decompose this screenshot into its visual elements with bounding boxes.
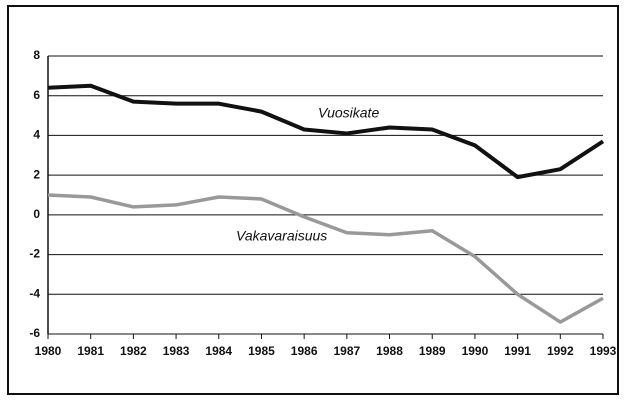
x-tick-label: 1988 — [376, 344, 403, 358]
series-line — [47, 83, 605, 180]
x-tick-label: 1990 — [462, 344, 489, 358]
y-tick-label: -4 — [29, 286, 40, 300]
x-tick-label: 1981 — [77, 344, 104, 358]
x-tick-label: 1984 — [205, 344, 232, 358]
x-tick-label: 1986 — [291, 344, 318, 358]
series-label: Vakavaraisuus — [236, 228, 327, 244]
frame — [7, 5, 619, 395]
x-tick-label: 1980 — [35, 344, 62, 358]
x-tick-label: 1991 — [504, 344, 531, 358]
x-tick-label: 1993 — [590, 344, 617, 358]
x-tick-label: 1982 — [120, 344, 147, 358]
y-tick-label: 4 — [33, 128, 40, 142]
x-tick-label: 1983 — [163, 344, 190, 358]
y-tick-label: 2 — [33, 167, 40, 181]
y-tick-label: 0 — [33, 207, 40, 221]
x-tick-label: 1992 — [547, 344, 574, 358]
x-tick-label: 1987 — [333, 344, 360, 358]
y-tick-label: 8 — [33, 48, 40, 62]
y-tick-label: 6 — [33, 88, 40, 102]
x-tick-label: 1989 — [419, 344, 446, 358]
y-tick-label: -6 — [29, 326, 40, 340]
series-label: Vuosikate — [318, 105, 379, 121]
x-tick-label: 1985 — [248, 344, 275, 358]
series-line — [47, 193, 604, 324]
y-tick-label: -2 — [29, 247, 40, 261]
